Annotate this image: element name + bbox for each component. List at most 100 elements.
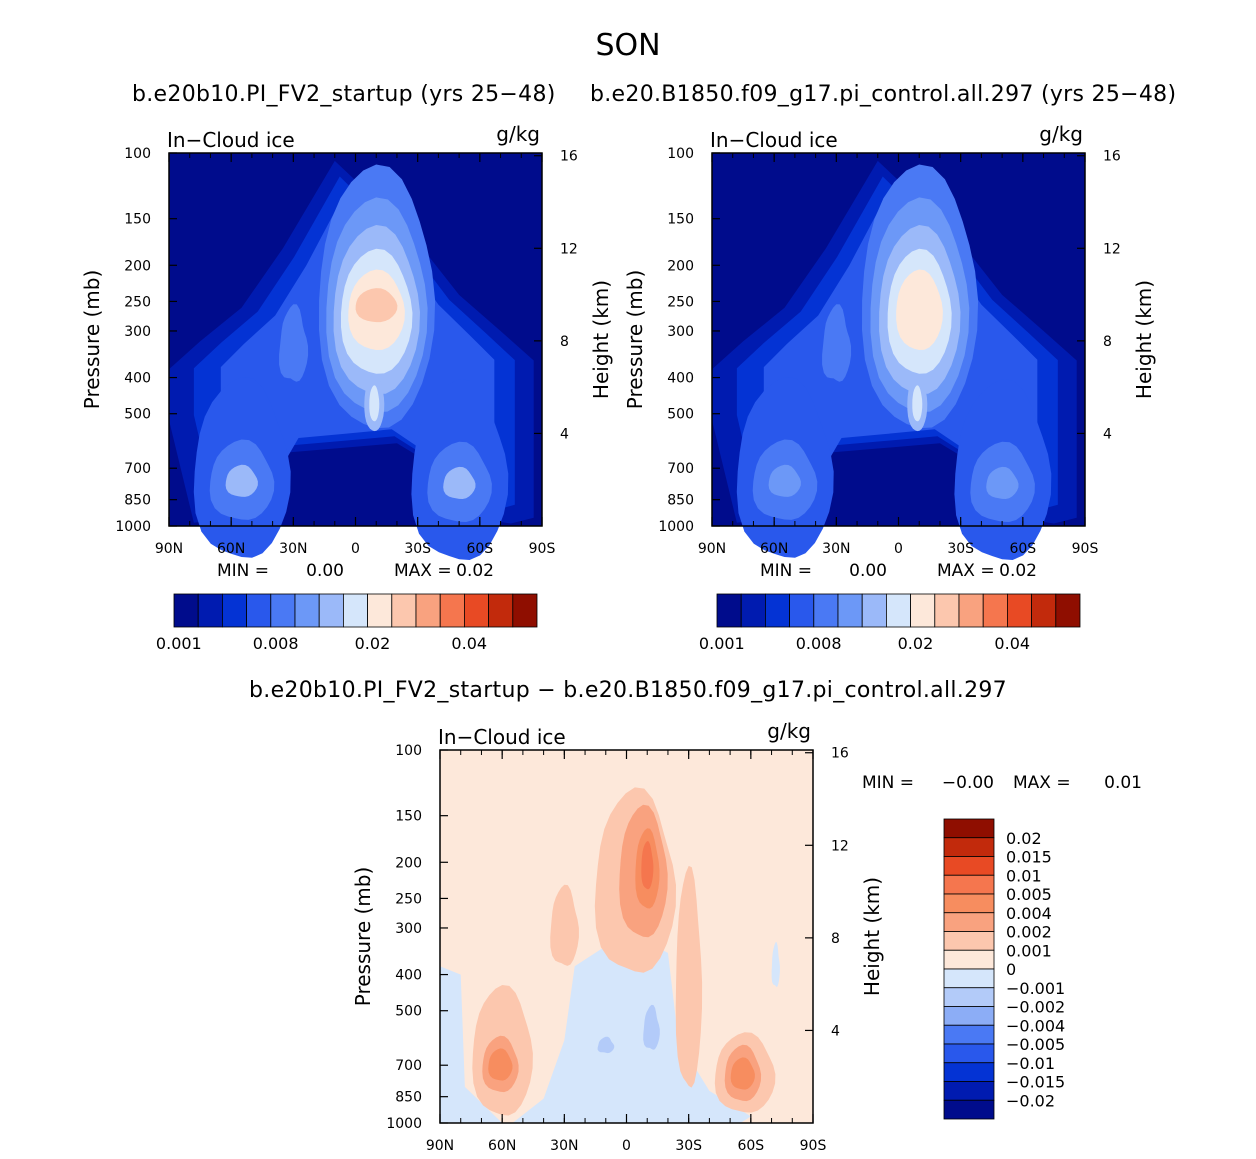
colorbar-label: 0.04 xyxy=(451,634,487,653)
y-tick-label: 300 xyxy=(124,324,151,340)
panel-title-right: g/kg xyxy=(1039,122,1083,146)
min-label: MIN = xyxy=(217,561,269,581)
colorbar-swatch xyxy=(1007,593,1033,628)
y-tick-label: 500 xyxy=(667,407,694,423)
contour-lobe xyxy=(550,884,579,966)
y-tick-label: 100 xyxy=(395,743,422,759)
y-tick-label: 400 xyxy=(124,371,151,387)
top-left-case-title: b.e20b10.PI_FV2_startup (yrs 25−48) xyxy=(132,82,556,107)
panel-axes-2: 100 150 200 250 300 400 500 700 850 1000 4 8 12 16 90N… xyxy=(351,719,884,1154)
colorbar-label: 0.015 xyxy=(1006,848,1052,867)
x-tick-label: 90N xyxy=(426,1138,454,1154)
colorbar-label: 0 xyxy=(1006,960,1016,979)
colorbar-label: 0.002 xyxy=(1006,923,1052,942)
colorbar-label: 0.02 xyxy=(898,634,934,653)
contour-lobe xyxy=(675,865,703,1088)
x-tick-label: 0 xyxy=(622,1138,631,1154)
contour-lobe xyxy=(225,464,258,497)
x-tick-label: 30N xyxy=(550,1138,578,1154)
x-tick-label: 0 xyxy=(894,541,903,557)
y-tick-label: 850 xyxy=(124,493,151,509)
y-tick-label: 250 xyxy=(124,294,151,310)
colorbar-label: 0.008 xyxy=(253,634,299,653)
colorbar-swatch xyxy=(943,837,995,857)
min-value: 0.00 xyxy=(849,561,887,581)
y-tick-label: 700 xyxy=(667,461,694,477)
y-tick-label: 850 xyxy=(667,493,694,509)
colorbar-swatch xyxy=(943,968,995,989)
min-label: MIN = xyxy=(862,773,914,793)
contour-level xyxy=(440,966,503,1123)
contour-core xyxy=(355,288,398,323)
y-tick-label: 100 xyxy=(124,146,151,162)
y2-axis-label: Height (km) xyxy=(589,280,613,399)
max-value: 0.01 xyxy=(1104,773,1142,793)
x-tick-label: 60N xyxy=(488,1138,516,1154)
colorbar-swatch xyxy=(958,593,984,628)
colorbar-label: 0.04 xyxy=(994,634,1030,653)
colorbar-label: −0.01 xyxy=(1006,1054,1055,1073)
max-label: MAX = xyxy=(1013,773,1071,793)
y-tick-label: 400 xyxy=(667,371,694,387)
colorbar-swatch xyxy=(943,1024,995,1045)
panel-axes-1: 100 150 200 250 300 400 500 700 850 1000 4 8 12 16 90N… xyxy=(623,122,1156,557)
contour-lobe xyxy=(768,464,801,497)
panel-title-right: g/kg xyxy=(496,122,540,146)
colorbar-swatch xyxy=(943,1043,995,1064)
x-tick-label: 30N xyxy=(279,541,307,557)
y-tick-label: 1000 xyxy=(115,519,151,535)
contour-core xyxy=(896,269,943,350)
contour-lobe xyxy=(771,942,780,987)
colorbar-swatch xyxy=(934,593,960,628)
colorbar-swatch xyxy=(943,1099,995,1120)
colorbar-swatch xyxy=(512,593,538,628)
y2-tick-label: 8 xyxy=(831,931,840,947)
colorbar-swatch xyxy=(943,1081,995,1101)
y2-tick-label: 4 xyxy=(831,1023,840,1039)
contour-lobe xyxy=(443,466,476,499)
max-label: MAX = xyxy=(394,561,452,581)
colorbar-swatch xyxy=(270,593,296,628)
x-tick-label: 60S xyxy=(466,541,493,557)
colorbar-swatch xyxy=(1055,593,1081,628)
y2-tick-label: 4 xyxy=(1103,426,1112,442)
colorbar-swatch xyxy=(943,856,995,876)
colorbar-swatch xyxy=(391,593,417,628)
y2-tick-label: 12 xyxy=(1103,241,1121,257)
x-tick-label: 30N xyxy=(822,541,850,557)
contour-lobe xyxy=(822,304,852,382)
y-tick-label: 400 xyxy=(395,968,422,984)
x-tick-label: 90S xyxy=(1072,541,1099,557)
contour-core xyxy=(369,385,380,422)
x-tick-label: 0 xyxy=(351,541,360,557)
colorbar-swatch xyxy=(813,593,839,628)
colorbar-swatch xyxy=(943,1006,995,1026)
x-tick-label: 60S xyxy=(737,1138,764,1154)
colorbar-swatch xyxy=(943,893,995,914)
colorbar-swatch xyxy=(943,987,995,1007)
y-tick-label: 500 xyxy=(124,407,151,423)
contour-core xyxy=(912,385,923,422)
panel-axes-0: 100 150 200 250 300 400 500 700 850 1000 4 8 12 16 90N… xyxy=(80,122,613,557)
y-tick-label: 1000 xyxy=(658,519,694,535)
min-value: −0.00 xyxy=(942,773,994,793)
y2-tick-label: 8 xyxy=(560,334,569,350)
colorbar-label: 0.02 xyxy=(355,634,391,653)
y-tick-label: 1000 xyxy=(386,1116,422,1132)
y-tick-label: 200 xyxy=(124,258,151,274)
colorbar-swatch xyxy=(765,593,791,628)
y2-tick-label: 16 xyxy=(1103,149,1121,165)
max-value: 0.02 xyxy=(456,561,494,581)
y-tick-label: 300 xyxy=(667,324,694,340)
colorbar-label: 0.01 xyxy=(1006,866,1042,885)
min-label: MIN = xyxy=(760,561,812,581)
colorbar-label: −0.001 xyxy=(1006,979,1065,998)
panel-title-right: g/kg xyxy=(767,719,811,743)
panel-title-left: In−Cloud ice xyxy=(710,128,838,152)
colorbar-label: −0.004 xyxy=(1006,1016,1065,1035)
colorbar-swatch xyxy=(342,593,368,628)
min-value: 0.00 xyxy=(306,561,344,581)
colorbar-swatch xyxy=(943,931,995,951)
colorbar-swatch xyxy=(488,593,514,628)
